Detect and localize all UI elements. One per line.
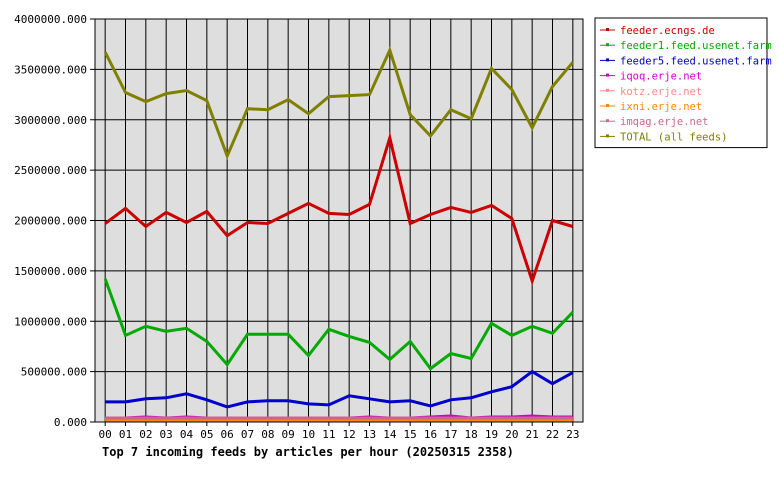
x-tick-label: 01 <box>119 428 132 441</box>
legend-marker <box>606 134 609 138</box>
y-tick-label: 4000000.000 <box>14 13 87 26</box>
x-tick-label: 09 <box>282 428 295 441</box>
legend-label: kotz.erje.net <box>620 86 702 98</box>
legend-box <box>594 17 768 149</box>
x-tick-label: 00 <box>99 428 112 441</box>
x-tick-label: 20 <box>505 428 518 441</box>
chart-title: Top 7 incoming feeds by articles per hou… <box>102 445 514 459</box>
x-tick-label: 08 <box>261 428 274 441</box>
y-tick-label: 1000000.000 <box>14 315 87 328</box>
legend-label: feeder5.feed.usenet.farm <box>620 55 772 67</box>
y-tick-label: 0.000 <box>54 416 87 429</box>
x-tick-label: 14 <box>383 428 397 441</box>
legend-label: imqag.erje.net <box>620 116 709 128</box>
x-tick-label: 02 <box>139 428 152 441</box>
series-line-total-all-feeds- <box>103 46 574 161</box>
x-tick-label: 10 <box>302 428 315 441</box>
y-tick-label: 3500000.000 <box>14 63 87 76</box>
legend-label: iqoq.erje.net <box>620 71 702 83</box>
y-tick-label: 1500000.000 <box>14 265 87 278</box>
legend: feeder.ecngs.de feeder1.feed.usenet.farm f… <box>594 17 772 149</box>
y-tick-labels: 0.000 500000.000 1000000.000 1500000.000 200… <box>14 13 87 429</box>
y-tick-label: 500000.000 <box>21 366 87 379</box>
x-tick-labels: 00 01 02 03 04 05 06 07 08 09 10 11 12 13 14 15 16 17 18 19… <box>99 428 580 441</box>
x-tick-label: 15 <box>404 428 417 441</box>
series-line-feeder5-feed-usenet-farm <box>105 369 574 409</box>
legend-label: TOTAL (all feeds) <box>620 131 727 143</box>
x-tick-label: 18 <box>465 428 478 441</box>
x-tick-label: 11 <box>322 428 335 441</box>
x-tick-label: 13 <box>363 428 376 441</box>
series-lines <box>103 46 574 422</box>
y-tick-label: 2500000.000 <box>14 164 87 177</box>
legend-marker <box>606 43 609 47</box>
legend-marker <box>606 119 609 123</box>
legend-label: ixni.erje.net <box>620 101 702 113</box>
legend-label: feeder1.feed.usenet.farm <box>620 40 772 52</box>
series-line-feeder-ecngs-de <box>104 132 574 286</box>
x-tick-label: 21 <box>526 428 539 441</box>
x-tick-label: 07 <box>241 428 254 441</box>
axes <box>90 18 574 426</box>
x-tick-label: 12 <box>343 428 356 441</box>
legend-marker <box>606 58 609 62</box>
y-tick-label: 2000000.000 <box>14 215 87 228</box>
legend-marker <box>606 104 609 107</box>
legend-marker <box>606 28 609 31</box>
legend-marker <box>606 88 609 92</box>
x-tick-label: 17 <box>444 428 457 441</box>
x-tick-label: 05 <box>200 428 213 441</box>
x-tick-label: 03 <box>160 428 173 441</box>
x-tick-label: 04 <box>180 428 194 441</box>
series-line-feeder1-feed-usenet-farm <box>103 278 574 371</box>
x-tick-label: 16 <box>424 428 437 441</box>
x-tick-label: 22 <box>546 428 559 441</box>
legend-marker <box>606 73 609 77</box>
legend-label: feeder.ecngs.de <box>620 25 715 37</box>
y-tick-label: 3000000.000 <box>14 114 87 127</box>
x-tick-label: 06 <box>221 428 234 441</box>
x-tick-label: 19 <box>485 428 498 441</box>
x-tick-label: 23 <box>566 428 579 441</box>
